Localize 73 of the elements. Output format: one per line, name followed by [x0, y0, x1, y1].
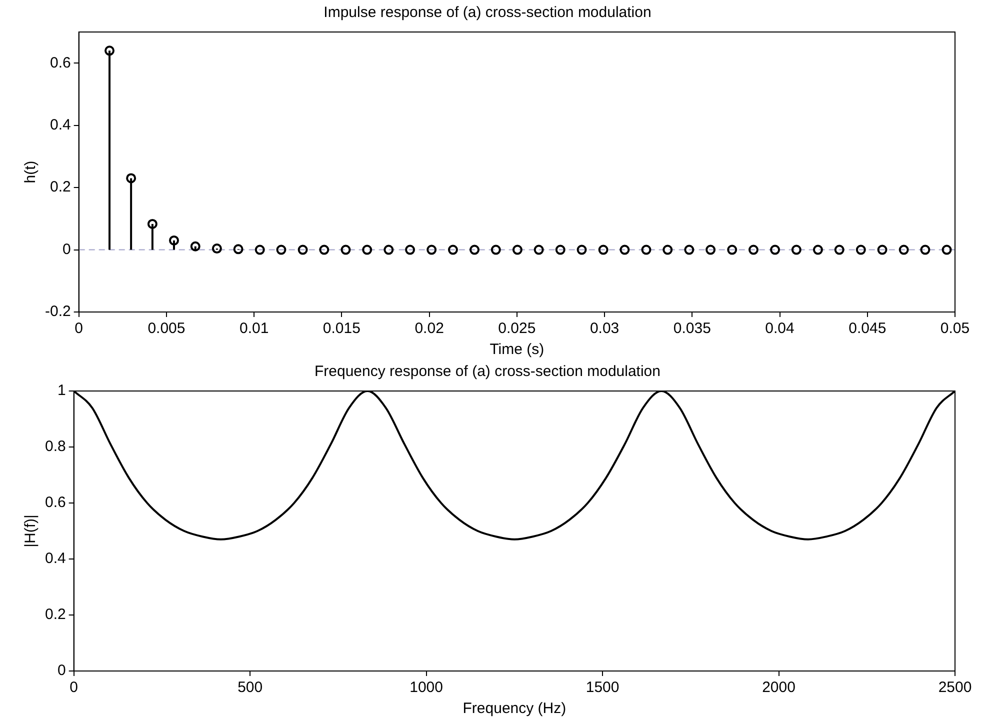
y-tick-label: 0.6: [44, 494, 66, 512]
y-tick-label: 0.2: [44, 606, 66, 624]
point: [298, 244, 308, 255]
point: [898, 244, 909, 255]
point: [920, 244, 930, 255]
point: [319, 244, 330, 255]
y-tick-label: 0.6: [50, 54, 71, 72]
point: [490, 244, 501, 255]
point: [620, 244, 630, 255]
point: [856, 244, 866, 255]
point: [877, 244, 888, 255]
point: [190, 241, 200, 252]
y-tick-label: 0.2: [50, 178, 71, 196]
point: [598, 244, 608, 255]
point: [791, 244, 802, 255]
x-tick-label: 0.01: [239, 320, 269, 338]
x-tick-label: 2500: [938, 679, 972, 696]
x-axis-title: Time (s): [490, 341, 544, 358]
x-tick-label: 0.035: [673, 320, 711, 338]
point: [727, 244, 738, 255]
x-tick-label: 0.045: [848, 320, 886, 338]
chart-title: Frequency response of (a) cross-section modulation: [314, 363, 660, 380]
x-tick-label: 0.04: [765, 320, 794, 338]
point: [254, 244, 265, 255]
point: [126, 173, 136, 184]
point: [147, 218, 158, 229]
y-tick-label: 0.4: [50, 116, 71, 134]
x-tick-label: 2000: [762, 679, 796, 696]
x-tick-label: 0.015: [322, 320, 360, 338]
point: [426, 244, 437, 255]
point: [770, 244, 780, 255]
x-tick-label: 0.03: [590, 320, 620, 338]
point: [362, 244, 372, 255]
x-tick-label: 0.025: [498, 320, 536, 338]
point: [233, 244, 244, 254]
point: [448, 244, 458, 255]
point: [942, 244, 952, 255]
x-tick-label: 1000: [410, 679, 443, 696]
y-tick-label: 0.4: [44, 550, 66, 568]
point: [834, 244, 844, 255]
x-axis-title: Frequency (Hz): [462, 700, 566, 718]
point: [641, 244, 652, 255]
point: [662, 244, 673, 255]
y-tick-label: 0.8: [44, 438, 66, 456]
y-tick-label: 1: [58, 382, 66, 400]
x-tick-label: 0.05: [940, 320, 970, 338]
chart-title: Impulse response of (a) cross-section modulation: [324, 4, 652, 22]
point: [706, 244, 716, 255]
y-tick-label: -0.2: [44, 303, 71, 320]
point: [534, 244, 544, 255]
y-tick-label: 0: [58, 662, 66, 680]
point: [276, 244, 286, 255]
x-tick-label: 0: [74, 320, 84, 338]
y-axis-title: |H(f)|: [22, 514, 40, 548]
point: [212, 244, 222, 254]
point: [169, 235, 179, 246]
point: [470, 244, 480, 255]
point: [812, 244, 823, 255]
point: [684, 244, 694, 255]
point: [512, 244, 522, 255]
point: [555, 244, 566, 255]
y-tick-label: 0: [62, 240, 71, 258]
point: [405, 244, 416, 255]
point: [748, 244, 758, 255]
point: [576, 244, 587, 255]
point: [104, 46, 115, 56]
x-tick-label: 500: [238, 679, 263, 696]
y-axis-title: h(t): [22, 160, 40, 184]
point: [384, 244, 394, 255]
point: [340, 244, 351, 255]
x-tick-label: 1500: [586, 679, 620, 696]
x-tick-label: 0.02: [414, 320, 444, 338]
x-tick-label: 0.005: [148, 320, 186, 338]
